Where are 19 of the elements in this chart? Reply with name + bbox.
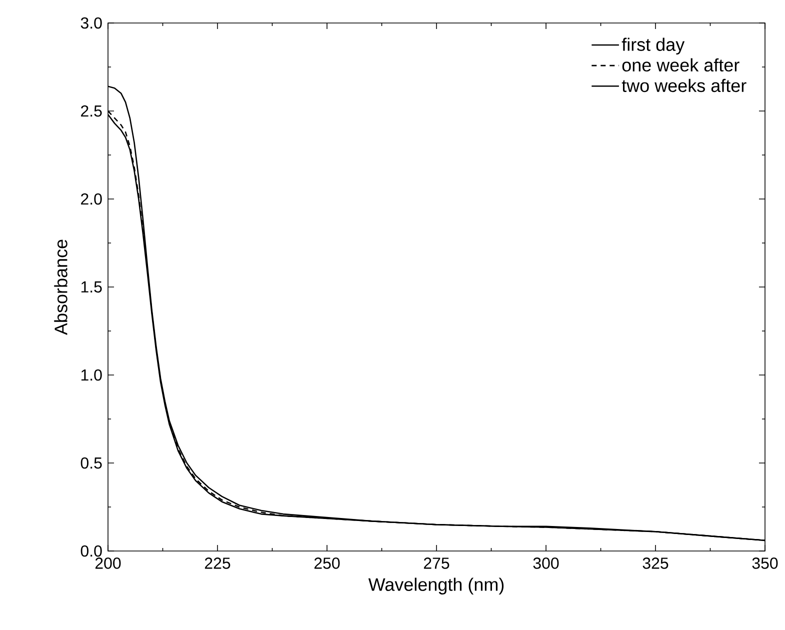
legend-label: two weeks after (622, 78, 746, 92)
y-tick-label: 0.5 (80, 457, 102, 469)
y-tick-label: 1.5 (81, 281, 102, 293)
y-axis-title: Absorbance (54, 240, 68, 335)
y-tick-label: 2.0 (81, 193, 102, 205)
x-tick-label: 350 (752, 558, 778, 569)
y-tick-label: 0.0 (80, 545, 102, 557)
y-tick-label: 3.0 (80, 17, 102, 29)
y-tick-label: 2.5 (81, 105, 102, 117)
x-tick-label: 250 (314, 558, 340, 569)
x-axis-title: Wavelength (nm) (368, 578, 504, 595)
x-tick-label: 300 (533, 558, 559, 569)
x-tick-label: 200 (95, 558, 121, 569)
x-tick-label: 275 (424, 558, 450, 569)
legend-label: first day (622, 38, 685, 55)
y-tick-label: 1.0 (81, 369, 102, 381)
x-tick-label: 225 (204, 558, 230, 569)
legend-label: one week after (622, 58, 740, 72)
x-tick-label: 325 (642, 558, 668, 569)
